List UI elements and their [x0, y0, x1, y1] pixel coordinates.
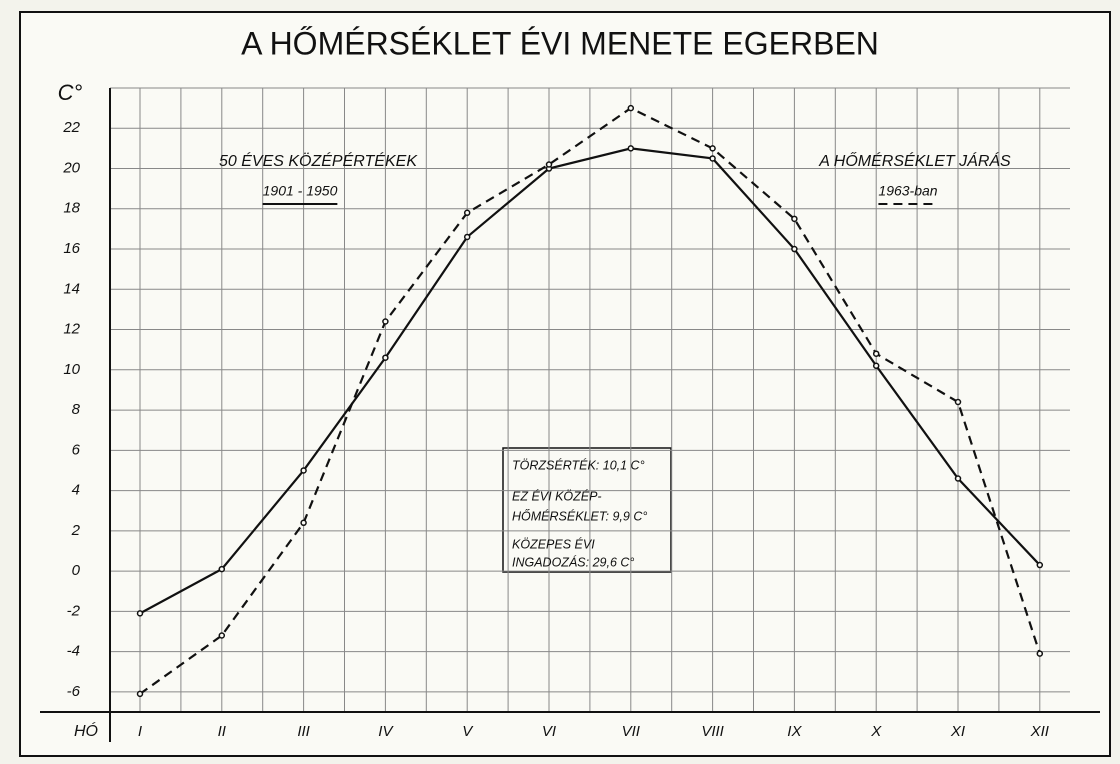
point [1036, 561, 1044, 569]
y-tick-label: -4 [67, 643, 80, 660]
point [709, 145, 716, 152]
point [136, 610, 144, 617]
y-tick-label: 14 [63, 280, 80, 297]
point [463, 209, 471, 217]
point [463, 233, 471, 241]
point [136, 690, 144, 698]
x-tick-label: VI [542, 723, 556, 740]
point [300, 467, 307, 474]
point [545, 161, 553, 168]
legend-label: 50 ÉVES KÖZÉPÉRTÉKEK [219, 151, 418, 170]
y-tick-label: 20 [62, 159, 80, 176]
info-text: KÖZEPES ÉVI [512, 536, 595, 551]
x-tick-label: XI [950, 723, 965, 740]
point [627, 104, 635, 112]
x-axis-label: HÓ [74, 721, 98, 740]
y-tick-label: 12 [63, 321, 80, 338]
point [791, 215, 798, 223]
x-tick-label: XII [1030, 723, 1049, 740]
series-line [139, 106, 1041, 695]
info-text: INGADOZÁS: 29,6 C° [512, 554, 634, 569]
info-box-frame [502, 447, 672, 573]
x-tick-label: I [138, 723, 142, 740]
x-tick-label: II [218, 723, 226, 740]
legend-period: 1901 - 1950 [263, 183, 338, 199]
y-tick-label: 4 [72, 482, 80, 499]
y-tick-label: -6 [67, 683, 81, 700]
y-axis-label: C° [58, 80, 83, 105]
legend-period: 1963-ban [878, 183, 937, 199]
x-tick-label: IX [787, 723, 802, 740]
x-tick-label: VIII [701, 723, 724, 740]
point [382, 318, 389, 325]
y-tick-label: 2 [71, 522, 81, 539]
x-tick-label: III [297, 723, 310, 740]
info-box [502, 447, 672, 573]
frame [19, 11, 1111, 757]
point [791, 245, 798, 253]
series-line [139, 147, 1041, 615]
y-tick-label: 0 [72, 562, 81, 579]
point [1036, 650, 1044, 657]
point [954, 398, 962, 406]
point [954, 475, 962, 482]
point [872, 362, 880, 370]
info-text: TÖRZSÉRTÉK: 10,1 C° [512, 457, 645, 472]
info-text: HŐMÉRSÉKLET: 9,9 C° [512, 508, 647, 523]
point [382, 354, 389, 361]
y-tick-label: 10 [63, 361, 80, 378]
point [709, 155, 716, 162]
point [218, 565, 226, 573]
y-tick-label: 6 [72, 441, 81, 458]
y-tick-label: 18 [63, 200, 80, 217]
y-tick-label: -2 [67, 602, 81, 619]
point [218, 632, 226, 639]
x-tick-label: IV [378, 723, 394, 740]
point [300, 519, 307, 527]
x-tick-label: X [870, 723, 882, 740]
point [627, 145, 635, 152]
info-text: EZ ÉVI KÖZÉP- [512, 488, 602, 503]
x-tick-label: VII [622, 723, 640, 740]
legend-label: A HŐMÉRSÉKLET JÁRÁS [818, 151, 1011, 170]
point [872, 350, 880, 357]
y-tick-label: 8 [72, 401, 81, 418]
chart-title: A HŐMÉRSÉKLET ÉVI MENETE EGERBEN [241, 25, 879, 61]
y-tick-label: 16 [63, 240, 80, 257]
y-tick-label: 22 [62, 119, 80, 136]
x-tick-label: V [462, 723, 474, 740]
